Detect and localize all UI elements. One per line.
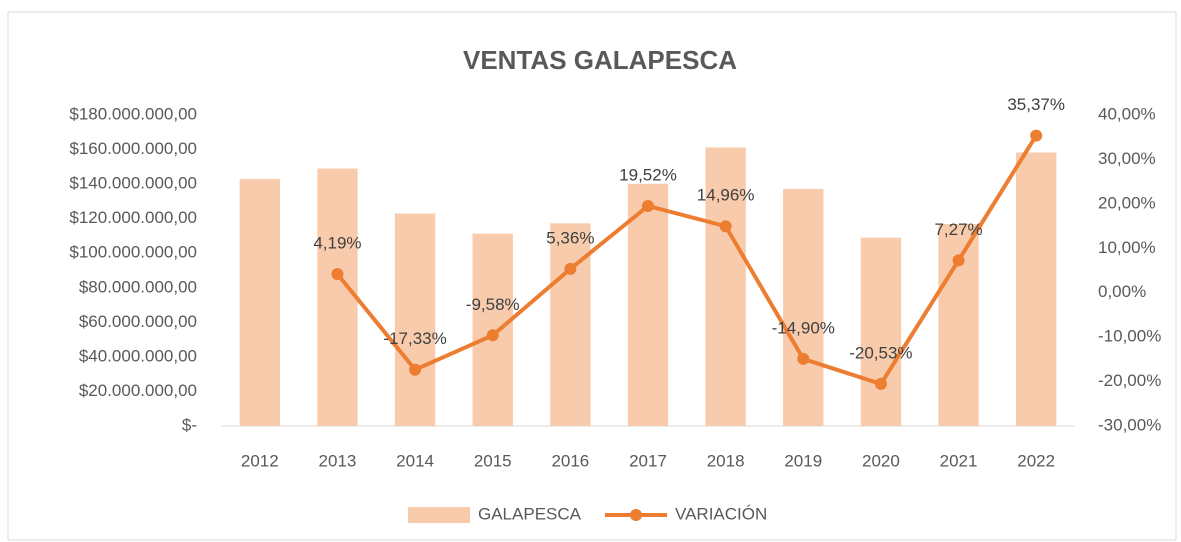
y2-tick-label: 10,00% [1098, 238, 1156, 257]
y-tick-label: $120.000.000,00 [69, 208, 197, 227]
marker [719, 220, 732, 233]
data-label: 35,37% [1007, 95, 1065, 114]
marker [564, 262, 577, 275]
marker [486, 329, 499, 342]
bar [394, 213, 436, 426]
x-tick-label: 2022 [1017, 451, 1055, 470]
x-tick-label: 2018 [707, 451, 745, 470]
bar [317, 168, 358, 427]
data-label: 14,96% [697, 186, 755, 205]
bar [550, 223, 591, 426]
marker [797, 352, 810, 365]
bar [1015, 152, 1057, 426]
data-label: -17,33% [383, 329, 446, 348]
data-label: 4,19% [313, 234, 361, 253]
bar [783, 188, 824, 426]
x-tick-label: 2021 [940, 451, 978, 470]
x-tick-label: 2015 [474, 451, 512, 470]
data-label: -14,90% [772, 318, 835, 337]
marker [409, 363, 422, 376]
x-tick-label: 2014 [396, 451, 434, 470]
chart-frame [7, 11, 1177, 541]
y-tick-label: $80.000.000,00 [79, 277, 197, 296]
x-tick-label: 2013 [319, 451, 357, 470]
y2-tick-label: 0,00% [1098, 282, 1146, 301]
x-tick-label: 2017 [629, 451, 667, 470]
y-tick-label: $- [182, 415, 197, 434]
legend-marker [630, 509, 642, 521]
bar [860, 237, 902, 426]
chart-title: VENTAS GALAPESCA [463, 45, 737, 75]
y-tick-label: $20.000.000,00 [79, 381, 197, 400]
line [335, 134, 1038, 386]
data-label: 7,27% [934, 220, 982, 239]
bar [239, 178, 281, 426]
y-tick-label: $180.000.000,00 [69, 104, 197, 123]
y-tick-label: $140.000.000,00 [69, 174, 197, 193]
marker [1030, 129, 1043, 142]
marker [331, 268, 344, 281]
y-tick-label: $60.000.000,00 [79, 312, 197, 331]
y2-tick-label: -10,00% [1098, 327, 1161, 346]
x-tick-label: 2016 [551, 451, 589, 470]
y-tick-label: $100.000.000,00 [69, 243, 197, 262]
data-label: 19,52% [619, 165, 677, 184]
legend-swatch [408, 507, 470, 523]
x-tick-label: 2012 [241, 451, 279, 470]
data-label: -20,53% [849, 343, 912, 362]
data-label: 5,36% [546, 228, 594, 247]
x-tick-label: 2020 [862, 451, 900, 470]
x-tick-label: 2019 [784, 451, 822, 470]
y2-tick-label: 40,00% [1098, 104, 1156, 123]
bar [627, 183, 669, 426]
y-tick-label: $160.000.000,00 [69, 139, 197, 158]
y2-tick-label: 20,00% [1098, 193, 1156, 212]
marker [642, 199, 654, 212]
y-tick-label: $40.000.000,00 [79, 346, 197, 365]
y2-tick-label: -30,00% [1098, 415, 1161, 434]
data-label: -9,58% [466, 295, 520, 314]
legend-label: GALAPESCA [478, 504, 582, 523]
marker [874, 377, 887, 390]
y2-tick-label: -20,00% [1098, 371, 1161, 390]
bar [705, 147, 746, 426]
y2-tick-label: 30,00% [1098, 149, 1156, 168]
bar [938, 224, 979, 426]
legend-label: VARIACIÓN [675, 504, 767, 523]
marker [952, 254, 965, 267]
